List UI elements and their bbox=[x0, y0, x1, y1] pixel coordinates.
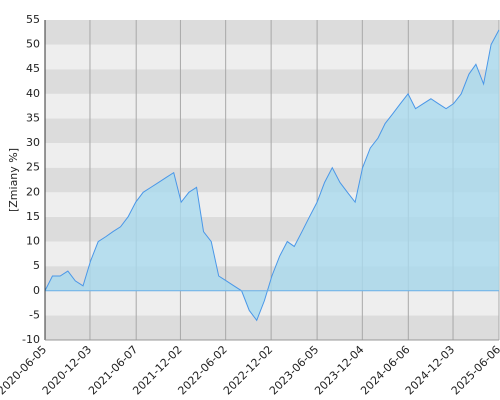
y-tick-label: 25 bbox=[26, 161, 40, 174]
y-tick-label: 20 bbox=[26, 185, 40, 198]
line bbox=[44, 29, 500, 322]
y-tick-label: 35 bbox=[26, 111, 40, 124]
y-tick-label: 40 bbox=[26, 87, 40, 100]
y-tick-label: 30 bbox=[26, 136, 40, 149]
y-tick-label: -10 bbox=[22, 333, 40, 346]
grid-band bbox=[45, 290, 499, 316]
y-tick-label: 50 bbox=[26, 38, 40, 51]
x-tick-label: 2025-06-06 bbox=[449, 343, 500, 397]
area bbox=[45, 29, 499, 321]
grid-band bbox=[45, 44, 499, 70]
y-tick-label: 0 bbox=[33, 284, 40, 297]
y-tick-label: 10 bbox=[26, 235, 40, 248]
y-tick-label: 45 bbox=[26, 62, 40, 75]
y-tick-label: -5 bbox=[29, 308, 40, 321]
y-tick-label: 55 bbox=[26, 13, 40, 26]
grid-band bbox=[45, 69, 499, 94]
grid-band bbox=[45, 315, 499, 340]
y-tick-label: 5 bbox=[33, 259, 40, 272]
y-tick-label: 15 bbox=[26, 210, 40, 223]
y-axis-label: [Zmiany %] bbox=[7, 148, 20, 212]
grid-band bbox=[45, 20, 499, 45]
